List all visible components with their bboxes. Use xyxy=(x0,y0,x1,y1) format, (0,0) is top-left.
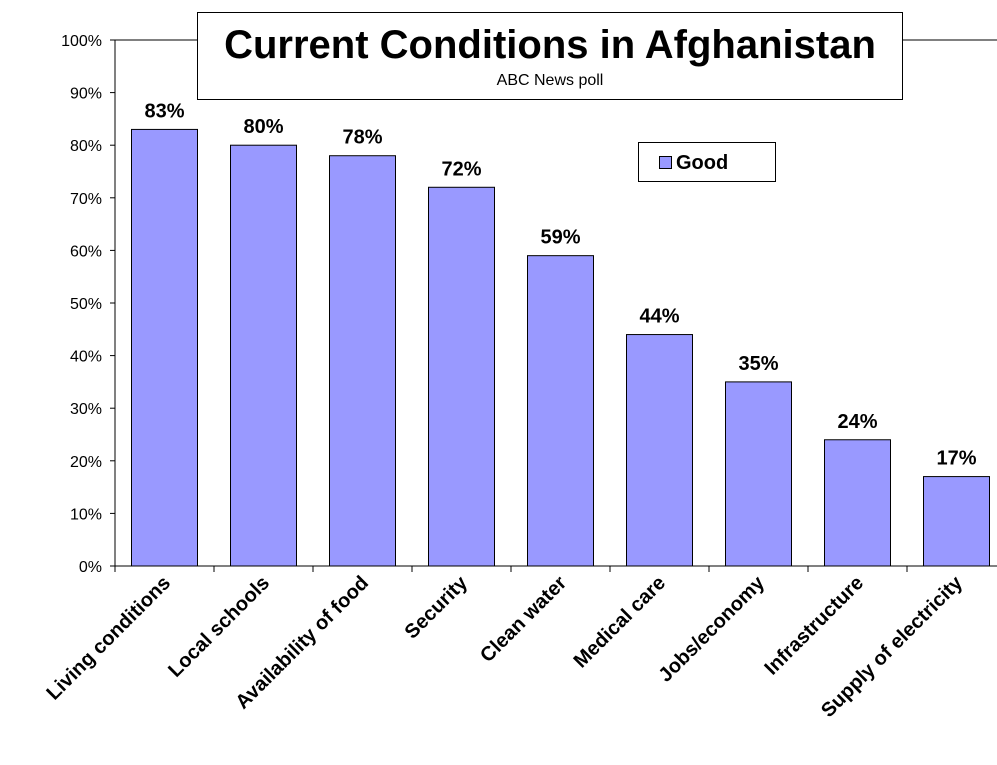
chart-subtitle: ABC News poll xyxy=(496,72,604,89)
y-tick-label: 80% xyxy=(70,138,102,155)
category-label: Medical care xyxy=(570,572,670,672)
category-label: Infrastructure xyxy=(761,572,869,680)
category-label: Jobs/economy xyxy=(654,571,769,686)
y-tick-label: 60% xyxy=(70,243,102,260)
y-tick-label: 40% xyxy=(70,349,102,366)
data-label: 17% xyxy=(936,448,976,470)
title-box: Current Conditions in Afghanistan ABC Ne… xyxy=(197,12,903,100)
y-tick-label: 70% xyxy=(70,191,102,208)
legend: Good xyxy=(638,142,776,182)
data-label: 83% xyxy=(144,100,184,122)
category-label: Local schools xyxy=(164,572,274,682)
data-label: 44% xyxy=(639,306,679,328)
bar xyxy=(428,186,495,567)
bar xyxy=(527,255,594,567)
category-label: Living conditions xyxy=(42,572,175,705)
bar xyxy=(131,128,198,567)
bar xyxy=(626,334,693,567)
bar xyxy=(824,439,891,567)
data-label: 78% xyxy=(342,127,382,149)
category-label: Clean water xyxy=(476,572,571,667)
y-tick-label: 50% xyxy=(70,296,102,313)
category-label: Security xyxy=(401,571,473,643)
bar xyxy=(923,476,990,567)
data-label: 35% xyxy=(738,353,778,375)
data-label: 24% xyxy=(837,411,877,433)
data-label: 80% xyxy=(243,116,283,138)
data-label: 59% xyxy=(540,227,580,249)
y-tick-label: 90% xyxy=(70,86,102,103)
y-tick-label: 30% xyxy=(70,401,102,418)
y-tick-label: 100% xyxy=(61,33,102,50)
y-tick-label: 0% xyxy=(79,559,102,576)
chart-title: Current Conditions in Afghanistan xyxy=(224,23,876,67)
legend-swatch xyxy=(659,156,672,169)
y-tick-label: 20% xyxy=(70,454,102,471)
bar xyxy=(329,155,396,567)
data-label: 72% xyxy=(441,158,481,180)
legend-label: Good xyxy=(676,152,729,174)
y-tick-label: 10% xyxy=(70,506,102,523)
bar xyxy=(725,381,792,567)
bar xyxy=(230,144,297,567)
